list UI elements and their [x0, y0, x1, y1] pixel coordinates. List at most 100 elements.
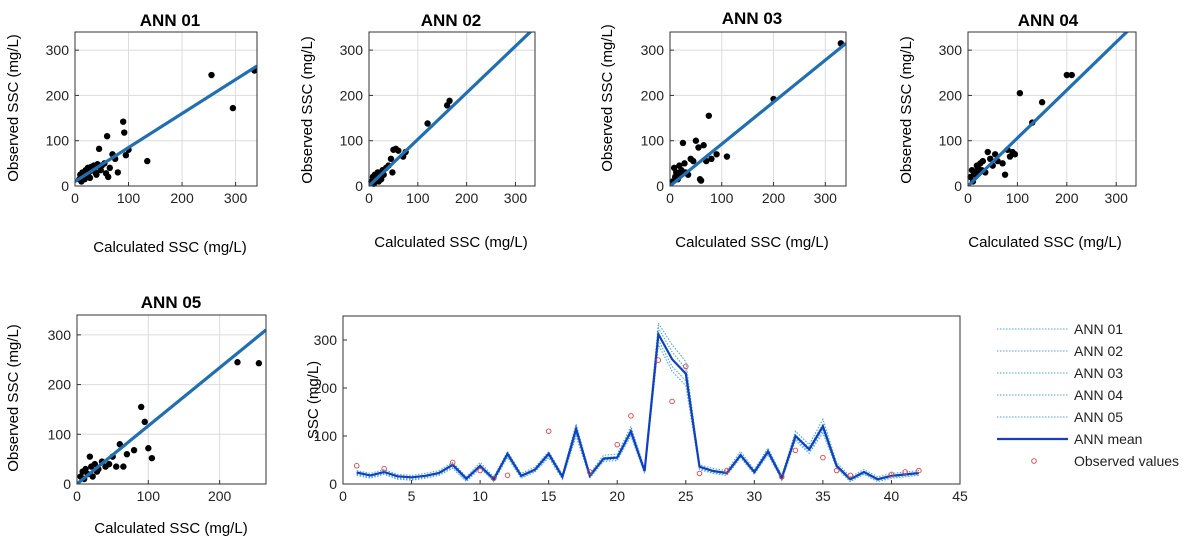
observed-point	[779, 474, 785, 480]
x-tick-label: 300	[224, 190, 248, 206]
scatter-point	[137, 403, 145, 411]
panel-title: ANN 03	[722, 9, 782, 28]
x-tick-label: 100	[1006, 190, 1030, 206]
y-tick-label: 200	[340, 87, 364, 103]
scatter-point	[387, 155, 395, 163]
y-tick-label: 100	[939, 133, 963, 149]
scatter-point	[82, 465, 89, 473]
scatter-point	[122, 152, 130, 159]
x-tick-label: 10	[472, 488, 488, 504]
scatter-point	[690, 157, 697, 165]
y-axis-label: Observed SSC (mg/L)	[299, 36, 316, 184]
x-tick-label: 100	[137, 488, 161, 504]
panel-title: ANN 01	[140, 11, 200, 30]
scatter-point	[705, 112, 713, 119]
panel-title: ANN 05	[141, 293, 201, 312]
series-line-ann-mean	[356, 330, 920, 482]
y-tick-label: 300	[939, 42, 963, 58]
y-tick-label: 200	[48, 377, 72, 393]
observed-point	[504, 472, 511, 479]
observed-point	[696, 470, 703, 477]
scatter-point	[1016, 89, 1024, 97]
x-tick-label: 0	[73, 488, 81, 504]
scatter-point	[121, 129, 128, 136]
scatter-point	[119, 118, 127, 125]
scatter-point	[424, 120, 431, 127]
scatter-point	[113, 463, 120, 470]
x-tick-label: 200	[1055, 190, 1079, 206]
scatter-panel-ann-04: ANN 04 Calculated SSC (mg/L) Observed SS…	[898, 11, 1137, 251]
scatter-point	[86, 453, 94, 460]
scatter-panel-ann-03: ANN 03 Calculated SSC (mg/L) Observed SS…	[599, 9, 847, 251]
axes-frame	[342, 315, 961, 485]
scatter-panel-ann-05: ANN 05 Calculated SSC (mg/L) Observed SS…	[5, 293, 267, 537]
axes-frame	[967, 31, 1137, 187]
x-tick-label: 45	[952, 488, 968, 504]
legend-label: ANN 02	[1074, 343, 1123, 359]
scatter-point	[692, 137, 700, 144]
observed-point	[655, 357, 662, 363]
y-tick-label: 300	[48, 327, 72, 343]
scatter-point	[708, 155, 715, 163]
y-tick-label: 0	[954, 178, 962, 194]
scatter-point	[104, 173, 112, 181]
y-tick-label: 300	[641, 42, 665, 58]
x-tick-label: 5	[408, 488, 416, 504]
observed-point	[628, 413, 634, 419]
y-tick-label: 100	[46, 133, 70, 149]
scatter-point	[144, 157, 151, 165]
y-tick-label: 0	[355, 178, 363, 194]
x-axis-label: Calculated SSC (mg/L)	[93, 239, 246, 256]
scatter-point	[120, 463, 127, 470]
regression-line	[670, 42, 846, 186]
legend-label: ANN 03	[1074, 365, 1123, 381]
scatter-point	[114, 169, 122, 176]
x-tick-label: 15	[541, 488, 557, 504]
scatter-panel-ann-01: ANN 01 Calculated SSC (mg/L) Observed SS…	[5, 11, 258, 256]
observed-point	[724, 467, 730, 474]
x-tick-label: 100	[406, 190, 430, 206]
y-tick-label: 100	[641, 133, 665, 149]
scatter-point	[208, 71, 215, 79]
scatter-point	[1001, 171, 1009, 178]
scatter-point	[145, 445, 152, 452]
x-tick-label: 40	[884, 488, 900, 504]
scatter-point	[723, 153, 731, 160]
y-tick-label: 100	[340, 133, 364, 149]
scatter-point	[681, 160, 688, 167]
y-tick-label: 300	[340, 42, 364, 58]
x-tick-label: 200	[208, 488, 232, 504]
scatter-point	[446, 97, 453, 105]
y-tick-label: 200	[314, 380, 338, 396]
legend-label: ANN 05	[1074, 409, 1123, 425]
x-tick-label: 200	[170, 190, 194, 206]
x-tick-label: 100	[117, 190, 141, 206]
scatter-point	[987, 155, 994, 163]
series-line-ann-04	[356, 338, 919, 482]
x-tick-label: 0	[964, 190, 972, 206]
scatter-point	[389, 169, 396, 176]
observed-point	[888, 471, 895, 478]
observed-point	[792, 447, 799, 454]
observed-point	[491, 475, 497, 481]
regression-line	[75, 64, 257, 183]
x-axis-label: Calculated SSC (mg/L)	[675, 234, 828, 251]
scatter-point	[1063, 71, 1071, 79]
scatter-point	[255, 360, 263, 367]
scatter-panel-ann-02: ANN 02 Calculated SSC (mg/L) Observed SS…	[299, 11, 536, 251]
observed-point	[916, 467, 922, 474]
series-line-ann-05	[356, 342, 919, 483]
legend: ANN 01 ANN 02 ANN 03 ANN 04 ANN 05 ANN mean Ob…	[997, 321, 1179, 469]
x-axis-label: Calculated SSC (mg/L)	[94, 520, 247, 537]
observed-point	[545, 428, 552, 434]
y-tick-label: 0	[329, 476, 337, 492]
x-tick-label: 300	[1105, 190, 1129, 206]
y-axis-label: Observed SSC (mg/L)	[5, 324, 22, 472]
plot-area	[77, 315, 266, 484]
y-tick-label: 300	[314, 332, 338, 348]
observed-point	[477, 467, 483, 474]
y-tick-label: 0	[656, 178, 664, 194]
timeseries-panel: SSC (mg/L) 0 5 10 15 20 25 30 35 40 45 0 100 200 300	[305, 315, 968, 504]
scatter-point	[395, 147, 402, 154]
